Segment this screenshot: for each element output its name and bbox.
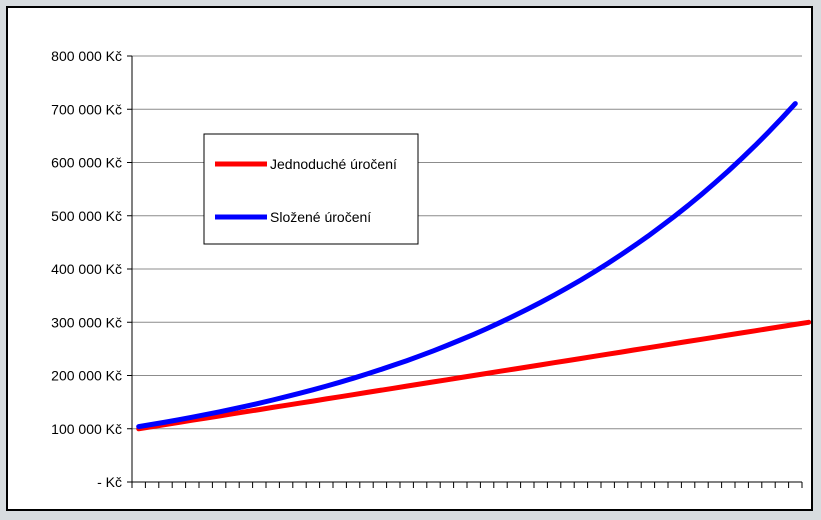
y-tick-label: 600 000 Kč <box>51 155 122 171</box>
legend: Jednoduché úročení Složené úročení <box>203 133 419 245</box>
y-tick-label: 300 000 Kč <box>51 314 122 330</box>
series-line-compound-interest <box>136 101 798 430</box>
legend-label-simple-interest: Jednoduché úročení <box>270 156 397 172</box>
series-layer <box>136 101 811 432</box>
y-tick-label: 800 000 Kč <box>51 48 122 64</box>
x-axis-ticks <box>131 482 803 488</box>
y-tick-label: 200 000 Kč <box>51 368 122 384</box>
legend-label-compound-interest: Složené úročení <box>270 209 371 225</box>
y-tick-label: 100 000 Kč <box>51 421 122 437</box>
series-line-simple-interest <box>136 319 811 432</box>
y-tick-label: - Kč <box>97 474 122 490</box>
y-axis-labels: - Kč 100 000 Kč 200 000 Kč 300 000 Kč 400 00… <box>51 48 132 490</box>
y-tick-label: 500 000 Kč <box>51 208 122 224</box>
chart-frame: - Kč 100 000 Kč 200 000 Kč 300 000 Kč 400 00… <box>6 6 813 511</box>
y-tick-label: 700 000 Kč <box>51 101 122 117</box>
line-chart: - Kč 100 000 Kč 200 000 Kč 300 000 Kč 400 00… <box>51 48 811 490</box>
legend-box <box>203 133 419 245</box>
y-tick-label: 400 000 Kč <box>51 261 122 277</box>
